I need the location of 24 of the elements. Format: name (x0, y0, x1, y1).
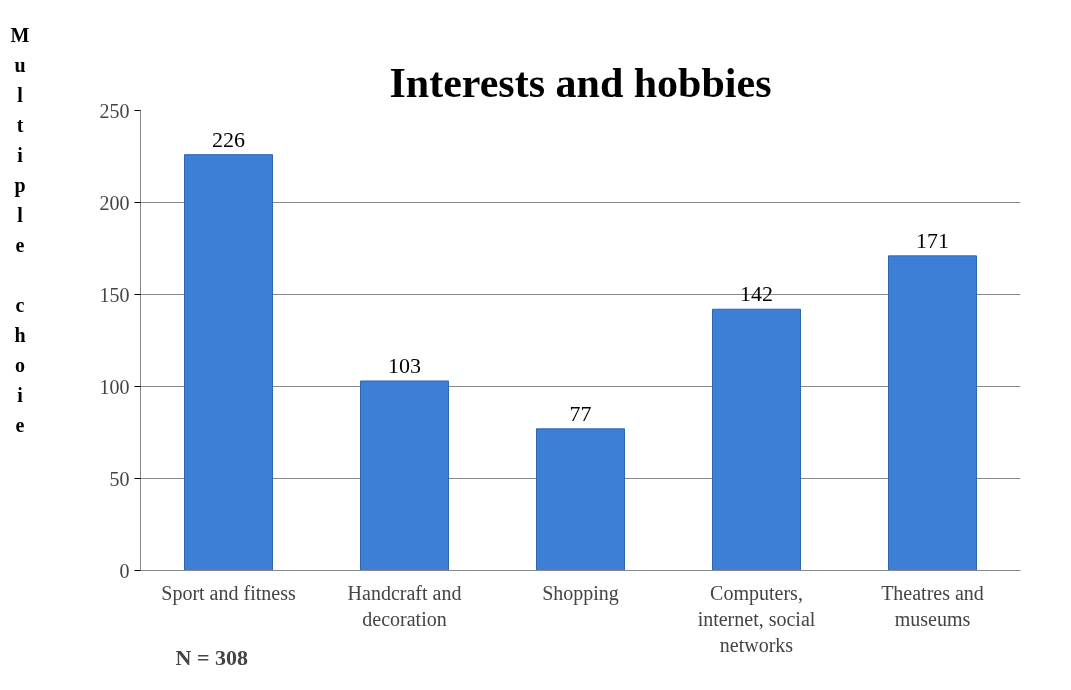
y-tick-label: 0 (119, 559, 130, 582)
y-tick-label: 200 (99, 191, 130, 214)
y-tick-label: 50 (109, 467, 130, 490)
bar (184, 154, 273, 571)
x-tick-label: Sport and fitness (161, 581, 296, 605)
data-label: 77 (569, 400, 592, 426)
x-tick-label: Computers, internet, social networks (697, 581, 816, 657)
y-tick-label: 100 (99, 375, 130, 398)
bar (536, 428, 625, 571)
data-label: 142 (740, 281, 773, 307)
bar (360, 380, 449, 571)
x-tick-label: Theatres and museums (881, 581, 984, 630)
data-label: 171 (916, 227, 949, 253)
chart-title: Interests and hobbies (389, 59, 772, 106)
bar (888, 255, 977, 571)
y-tick-label: 250 (99, 99, 130, 122)
text: N = 308 (175, 644, 248, 670)
data-label: 226 (212, 126, 245, 152)
data-label: 103 (388, 352, 421, 378)
text: Multiple choie (10, 24, 30, 436)
y-tick-label: 150 (99, 283, 130, 306)
bar (712, 308, 801, 571)
x-tick-label: Handcraft and decoration (347, 581, 462, 630)
x-tick-label: Shopping (542, 581, 619, 605)
